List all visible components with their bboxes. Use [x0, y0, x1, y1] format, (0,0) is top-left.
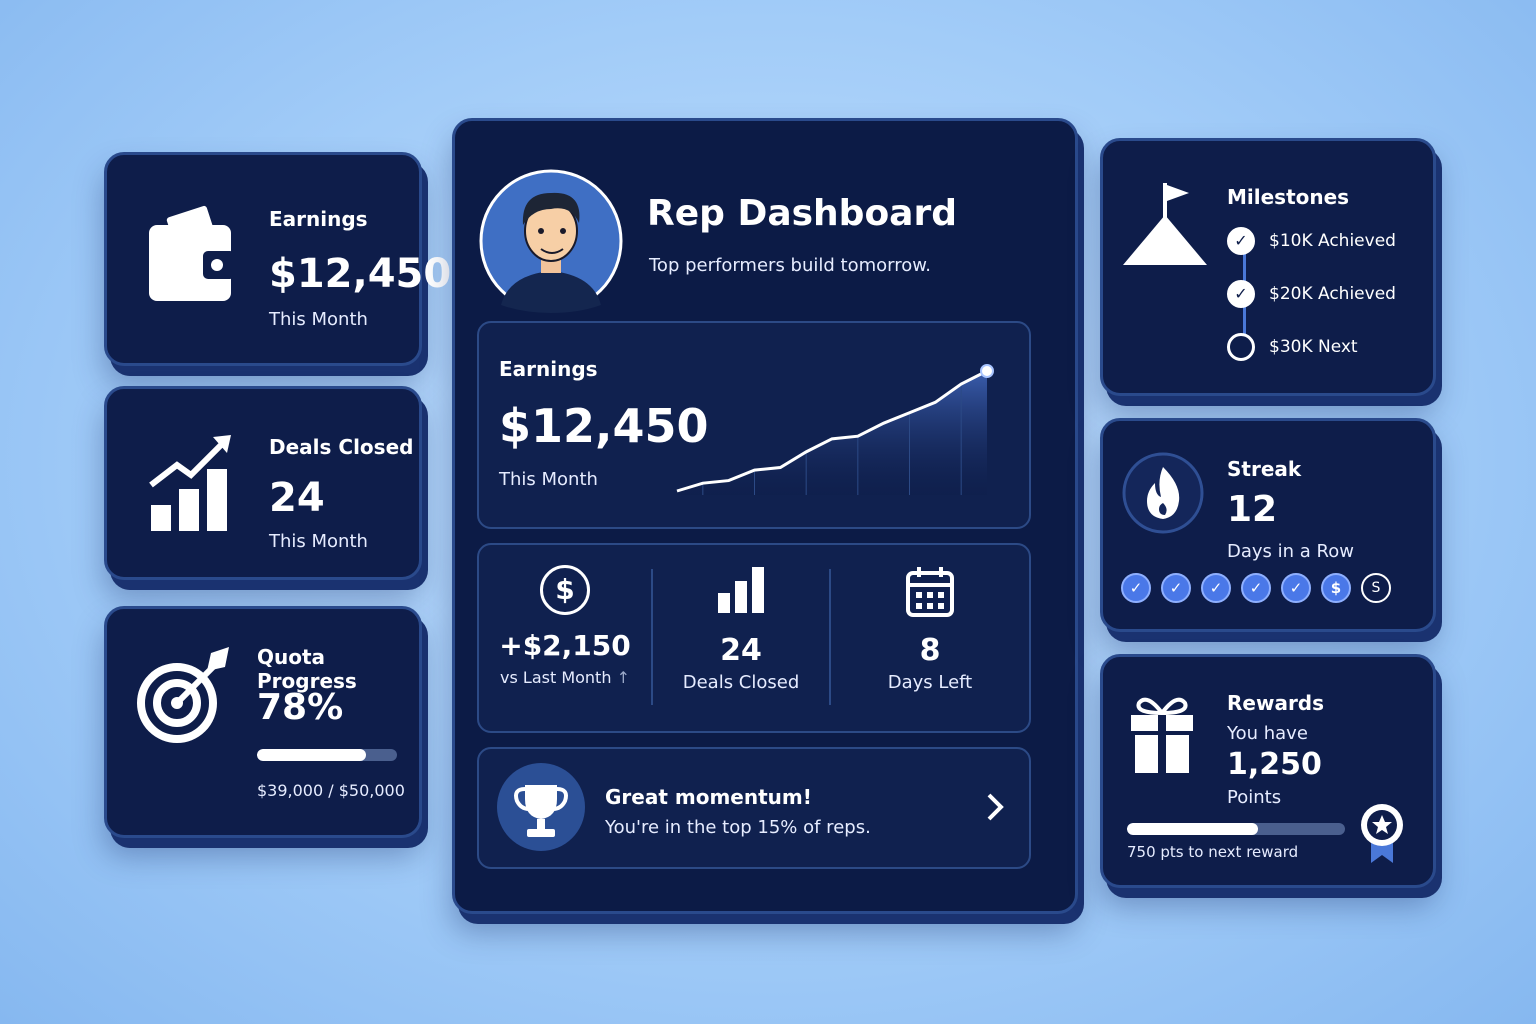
streak-check: ✓	[1281, 573, 1311, 603]
stats-panel: $ +$2,150 vs Last Month ↑ 24 Deals Close…	[477, 543, 1031, 733]
check-icon: ✓	[1227, 280, 1255, 308]
card-title: Streak	[1227, 457, 1302, 481]
earnings-card: Earnings $12,450 This Month	[104, 152, 451, 366]
streak-marker: S	[1361, 573, 1391, 603]
streak-check: ✓	[1161, 573, 1191, 603]
card-value: 78%	[257, 687, 344, 728]
stat-caption: Days Left	[887, 672, 973, 693]
pending-icon	[1227, 333, 1255, 361]
milestone-label: $10K Achieved	[1269, 231, 1396, 251]
calendar-icon	[906, 567, 954, 617]
banner-text: You're in the top 15% of reps.	[605, 817, 871, 838]
chart-endpoint	[980, 364, 994, 378]
gift-icon	[1131, 697, 1193, 773]
card-title: Quota Progress	[257, 645, 357, 693]
up-arrow: ↑	[616, 668, 630, 687]
rewards-card: Rewards You have 1,250 Points 750 pts to…	[1100, 654, 1436, 888]
momentum-banner[interactable]: Great momentum! You're in the top 15% of…	[477, 747, 1031, 869]
stat-value: 8	[919, 633, 941, 668]
card-title: Deals Closed	[269, 435, 414, 459]
streak-card: Streak 12 Days in a Row ✓ ✓ ✓ ✓ ✓ $ S	[1100, 418, 1436, 632]
stat: 24 Deals Closed	[653, 565, 829, 693]
card-value: 24	[269, 475, 325, 521]
rewards-unit: Points	[1227, 787, 1282, 808]
streak-check: ✓	[1121, 573, 1151, 603]
milestones-card: Milestones ✓ $10K Achieved ✓ $20K Achieved $…	[1100, 138, 1436, 396]
progress-track	[1127, 823, 1345, 835]
chart-line	[676, 369, 988, 493]
bars-icon	[718, 567, 764, 613]
badge-icon	[1361, 804, 1403, 863]
chevron[interactable]	[985, 793, 1005, 823]
divider	[829, 569, 831, 705]
card-caption: This Month	[269, 531, 368, 552]
chart-area	[677, 371, 987, 495]
card-title: Milestones	[1227, 185, 1350, 209]
card-value: $12,450	[269, 251, 452, 297]
streak-check: ✓	[1201, 573, 1231, 603]
streak-days: ✓ ✓ ✓ ✓ ✓ $ S	[1121, 573, 1391, 603]
trophy-icon	[497, 763, 585, 851]
avatar	[479, 169, 623, 313]
dashboard-subtitle: Top performers build tomorrow.	[649, 255, 932, 276]
panel-caption: This Month	[499, 469, 598, 490]
progress-track	[257, 749, 397, 761]
stat: $ +$2,150 vs Last Month ↑	[479, 565, 651, 687]
check-icon: ✓	[1227, 227, 1255, 255]
milestone: ✓ $10K Achieved	[1227, 227, 1396, 255]
rewards-intro: You have	[1227, 723, 1308, 744]
dollar-icon: $	[540, 565, 590, 615]
card-caption: 750 pts to next reward	[1127, 843, 1299, 861]
stat-value: +$2,150	[499, 629, 631, 662]
stat-caption: Deals Closed	[682, 672, 800, 693]
progress-fill	[257, 749, 367, 761]
milestone: ✓ $20K Achieved	[1227, 280, 1396, 308]
streak-check: ✓	[1241, 573, 1271, 603]
streak-marker: $	[1321, 573, 1351, 603]
stat-caption: vs Last Month ↑	[479, 668, 651, 687]
rewards-value: 1,250	[1227, 747, 1322, 782]
card-caption: This Month	[269, 309, 368, 330]
milestone-label: $20K Achieved	[1269, 284, 1396, 304]
wallet-icon	[149, 205, 235, 301]
deals-card: Deals Closed 24 This Month	[104, 386, 422, 580]
earnings-chart	[676, 364, 994, 495]
target-icon	[137, 647, 229, 743]
earnings-panel: Earnings $12,450 This Month	[477, 321, 1031, 529]
stat-value: 24	[720, 633, 762, 668]
divider	[651, 569, 653, 705]
card-caption: $39,000 / $50,000	[257, 781, 405, 800]
quota-card: Quota Progress 78% $39,000 / $50,000	[104, 606, 422, 838]
panel-value: $12,450	[499, 399, 709, 453]
card-value: 12	[1227, 489, 1278, 530]
stat-caption-text: vs Last Month	[500, 668, 612, 687]
milestone: $30K Next	[1227, 333, 1358, 361]
panel-title: Earnings	[499, 357, 598, 381]
banner-title: Great momentum!	[605, 785, 812, 809]
growth-icon	[149, 435, 231, 531]
card-caption: Days in a Row	[1227, 541, 1354, 562]
card-title: Earnings	[269, 207, 368, 231]
stat: 8 Days Left	[831, 565, 1029, 693]
progress-fill	[1127, 823, 1258, 835]
mountain-flag-icon	[1123, 183, 1207, 265]
main-panel: Rep Dashboard Top performers build tomor…	[452, 118, 1078, 914]
card-title: Rewards	[1227, 691, 1325, 715]
dashboard-title: Rep Dashboard	[647, 193, 957, 234]
flame-icon	[1122, 452, 1204, 534]
milestone-label: $30K Next	[1269, 337, 1358, 357]
